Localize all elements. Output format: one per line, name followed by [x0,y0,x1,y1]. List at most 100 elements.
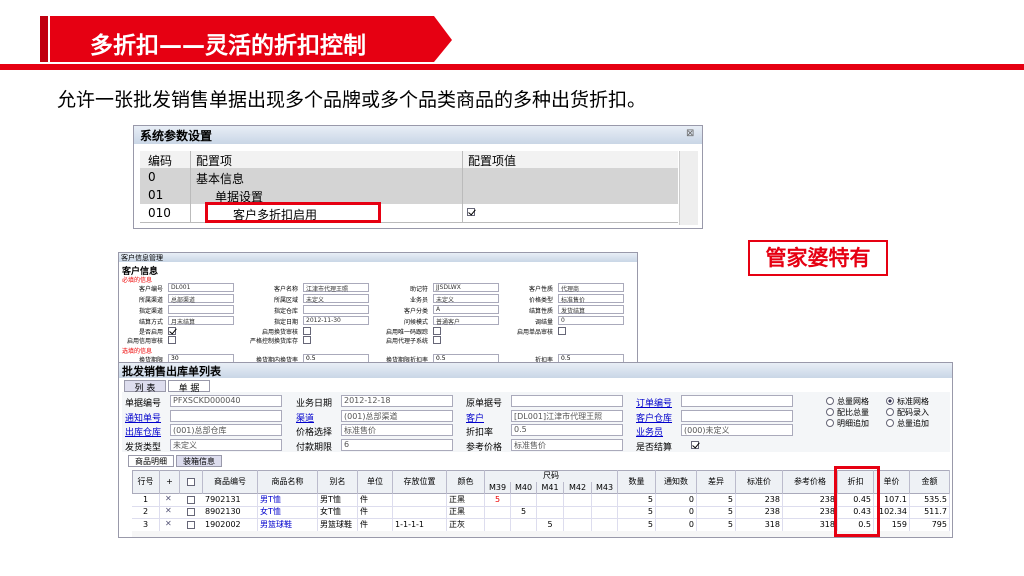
table-cell: 0.5 [838,518,874,531]
column-header: 单价 [874,470,910,494]
table-cell: 正黑 [447,506,485,519]
table-cell: 件 [358,506,393,519]
scrollbar [679,151,698,225]
field-input: (001)总部仓库 [170,424,282,436]
table-cell: 男篮球鞋 [318,518,358,531]
table-cell: 0.45 [838,494,874,506]
table-cell [564,494,592,506]
table-cell: 1902002 [203,518,258,531]
field-label: 通知单号 [125,413,162,424]
field-input: 未定义 [170,438,282,451]
column-header: 参考价格 [783,470,838,494]
table-cell: 238 [736,506,783,519]
field-label: 客户仓库 [636,413,673,424]
column-header: M40 [511,482,537,494]
table-cell: 795 [910,518,950,531]
column-header: 存放位置 [393,470,447,494]
column-header: 金额 [910,470,950,494]
radio [886,397,894,405]
column-header: 通知数 [656,470,697,494]
field-input: 代理商 [558,283,624,293]
table-cell: 0 [656,506,697,519]
table-cell: 159 [874,518,910,531]
window-titlebar [119,363,952,378]
table-cell: 5 [511,506,537,519]
slide-title: 多折扣——灵活的折扣控制 [90,33,366,59]
field-input: 发货结算 [558,305,624,315]
table-cell [393,506,447,519]
cell-code: 01 [148,188,164,202]
row-icon: ✕ [165,506,172,516]
table-cell: 318 [736,518,783,531]
field-input: 0.5 [511,424,623,436]
table-cell: 7902131 [203,494,258,506]
table-cell: 107.1 [874,494,910,506]
table-cell [592,494,618,506]
table-cell: 535.5 [910,494,950,506]
window-title: 批发销售出库单列表 [122,365,221,378]
slide-subtitle: 允许一张批发销售单据出现多个品牌或多个品类商品的多种出货折扣。 [57,89,647,111]
field-label: 结算性质 [528,308,553,315]
field-input: [DL001]江津市代理王照 [511,409,623,422]
field-input: 未定义 [303,294,369,304]
row-icon: ✕ [165,494,172,503]
table-cell: 8902130 [203,506,258,519]
checkbox [433,327,441,335]
table-cell [592,518,618,531]
field-input [511,395,623,407]
table-cell: 5 [618,494,656,506]
table-cell [564,518,592,531]
field-input: DL001 [168,283,234,292]
table-cell: 238 [783,506,838,519]
field-label: 发货类型 [125,442,162,453]
table-cell: 5 [618,518,656,531]
column-header: M39 [485,482,511,494]
tab: 装箱信息 [176,455,222,467]
field-input: (000)未定义 [681,424,793,436]
field-label: 业务日期 [296,399,333,409]
cell-item: 单据设置 [215,190,264,204]
checkbox [168,327,176,335]
checkbox [187,520,195,529]
checkbox [187,478,195,486]
field-input: A [433,305,499,314]
checkbox-label: 启用唯一码跟踪 [385,329,428,336]
table-header [132,470,950,494]
table-cell: 正灰 [447,518,485,531]
checkbox [691,440,699,449]
field-input: PFXSCKD000040 [170,395,282,407]
field-input: 江津市代理王照 [303,283,369,293]
cell-code: 0 [148,170,156,184]
table-cell [511,518,537,531]
column-divider [462,151,463,223]
checkbox [303,327,311,335]
table-cell: 0.43 [838,506,874,519]
header-shape [0,16,1024,70]
field-label: 指定渠道 [138,308,163,315]
radio [826,419,834,427]
checkbox-label: 启用代理子系统 [385,338,428,345]
table-cell: 0 [656,494,697,506]
field-input: 普通客户 [433,316,499,326]
field-label: 价格选择 [296,428,333,438]
window-title: 系统参数设置 [140,129,213,143]
field-label: 调结量 [534,319,553,326]
column-header: 配置项 [196,154,233,168]
field-label: 客户分类 [403,308,428,315]
column-header: 标准价 [736,470,783,494]
table-cell: 5 [618,506,656,519]
table-cell: 男篮球鞋 [258,518,318,531]
table-cell: 件 [358,518,393,531]
column-header [180,470,203,494]
table-cell [393,494,447,506]
table-row [132,506,950,520]
table-cell: 男T恤 [258,494,318,506]
table-cell: 5 [485,494,511,506]
field-input: JJSDLWX [433,283,499,292]
radio-label: 标准网格 [897,397,929,406]
cell-item: 基本信息 [196,172,245,186]
highlight [834,466,880,537]
radio-label: 总量追加 [897,419,929,428]
field-input: 总部渠道 [168,294,234,304]
table-cell: 238 [736,494,783,506]
